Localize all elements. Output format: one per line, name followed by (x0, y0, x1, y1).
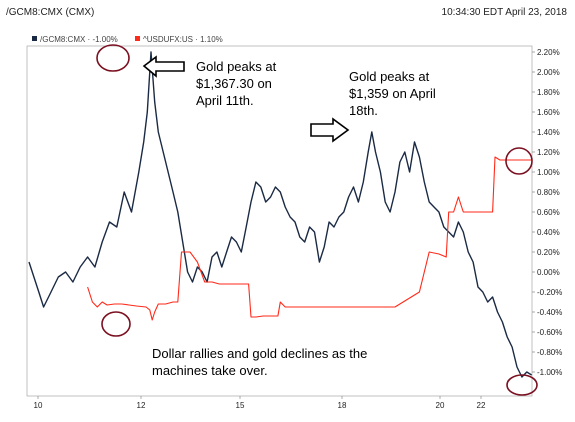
right-arrow-icon (310, 117, 350, 143)
legend-swatch-gold (32, 36, 37, 41)
y-tick-label: 0.80% (537, 188, 560, 197)
series-line-dollar (87, 156, 532, 321)
y-tick-label: 2.00% (537, 68, 560, 77)
x-tick-label: 15 (236, 401, 245, 410)
x-tick-label: 18 (338, 401, 347, 410)
series-layer (28, 51, 532, 378)
annotation-peak1: Gold peaks at $1,367.30 on April 11th. (196, 59, 277, 108)
y-tick-label: 1.60% (537, 108, 560, 117)
left-arrow-icon (142, 55, 185, 78)
annotation-peak2: Gold peaks at $1,359 on April 18th. (349, 69, 436, 118)
annotation-peak1-line3: April 11th. (196, 93, 254, 108)
x-axis: 10 12 15 18 20 22 (34, 396, 486, 410)
x-tick-label: 22 (477, 401, 486, 410)
chart-timestamp: 10:34:30 EDT April 23, 2018 (442, 7, 568, 18)
y-axis: 2.20% 2.00% 1.80% 1.60% 1.40% 1.20% 1.00% 0.80%… (532, 48, 562, 377)
annotation-bottom-line2: machines take over. (152, 363, 268, 378)
y-tick-label: 1.40% (537, 128, 560, 137)
annotation-peak1-line1: Gold peaks at (196, 59, 277, 74)
y-tick-label: -0.40% (537, 308, 562, 317)
annotation-peak1-line2: $1,367.30 on (196, 76, 272, 91)
y-tick-label: -0.60% (537, 328, 562, 337)
annotation-peak2-line3: 18th. (349, 103, 378, 118)
y-tick-label: -1.00% (537, 368, 562, 377)
y-tick-label: -0.20% (537, 288, 562, 297)
chart-legend: /GCM8:CMX · -1.00% ^USDUFX:US · 1.10% (32, 35, 223, 44)
annotation-peak2-line2: $1,359 on April (349, 86, 436, 101)
y-tick-label: 0.60% (537, 208, 560, 217)
y-tick-label: -0.80% (537, 348, 562, 357)
dollar-low-highlight-circle (101, 311, 131, 337)
legend-swatch-dollar (135, 36, 140, 41)
x-tick-label: 10 (34, 401, 43, 410)
x-tick-label: 20 (436, 401, 445, 410)
y-tick-label: 0.00% (537, 268, 560, 277)
x-tick-label: 12 (137, 401, 146, 410)
series-line-gold (28, 51, 532, 378)
annotation-peak2-line1: Gold peaks at (349, 69, 430, 84)
y-tick-label: 0.40% (537, 228, 560, 237)
plot-frame (26, 45, 533, 397)
peak1-highlight-circle (96, 44, 130, 72)
annotation-bottom-line1: Dollar rallies and gold declines as the (152, 346, 367, 361)
y-tick-label: 0.20% (537, 248, 560, 257)
y-tick-label: 1.80% (537, 88, 560, 97)
y-tick-label: 2.20% (537, 48, 560, 57)
annotation-bottom: Dollar rallies and gold declines as the … (152, 346, 367, 378)
legend-label-dollar: ^USDUFX:US · 1.10% (143, 35, 223, 44)
y-tick-label: 1.20% (537, 148, 560, 157)
legend-label-gold: /GCM8:CMX · -1.00% (40, 35, 118, 44)
y-tick-label: 1.00% (537, 168, 560, 177)
dollar-high-highlight-circle (505, 147, 533, 175)
chart-symbol-title: /GCM8:CMX (CMX) (6, 7, 94, 18)
gold-low-highlight-circle (506, 374, 538, 396)
